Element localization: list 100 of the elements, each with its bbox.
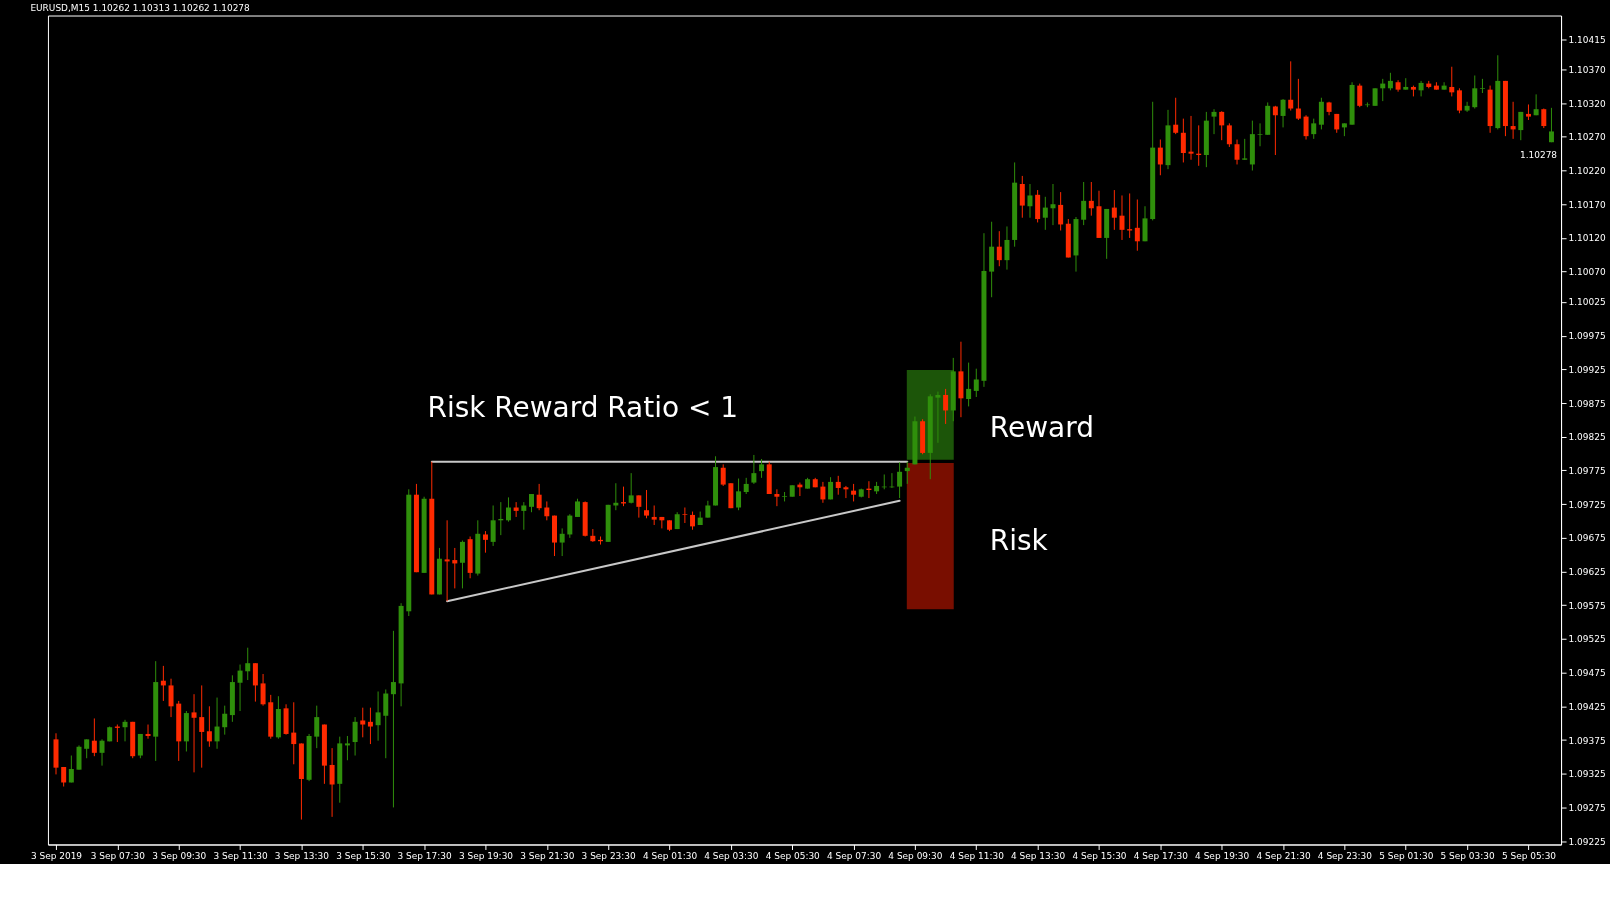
x-tick-label: 4 Sep 19:30 [1195,850,1250,861]
candlestick [1441,81,1447,91]
x-tick-label: 5 Sep 01:30 [1379,850,1434,861]
candlestick [1234,139,1240,165]
y-tick-label: 1.09275 [1568,802,1606,813]
candlestick [367,707,373,745]
y-tick-label: 1.09225 [1568,836,1606,847]
x-tick-label: 4 Sep 01:30 [642,850,698,861]
candlestick [1142,205,1148,242]
x-tick-label: 3 Sep 17:30 [397,850,452,861]
candlestick [575,498,580,518]
x-tick-label: 5 Sep 05:30 [1501,850,1557,861]
y-tick-label: 1.10370 [1568,64,1606,75]
candlestick [935,391,941,444]
candlestick [820,481,826,504]
candlestick [774,488,780,507]
candlestick [690,511,696,531]
candlestick [559,527,565,557]
candlestick [260,673,266,707]
candlestick [1173,97,1179,135]
x-tick-label: 3 Sep 2019 [30,850,83,861]
candlestick [482,530,488,554]
x-tick-label: 3 Sep 11:30 [213,850,268,861]
candlestick [237,664,243,712]
candlestick [720,463,726,487]
candlestick [1180,118,1186,163]
y-tick-label: 1.09875 [1568,398,1606,409]
candlestick [375,691,381,742]
x-tick-label: 4 Sep 09:30 [888,850,943,861]
x-tick-label: 4 Sep 23:30 [1317,850,1373,861]
candlestick [751,454,757,485]
candlestick [252,662,258,703]
candlestick [314,705,320,749]
candlestick [521,501,527,531]
y-tick-label: 1.09925 [1568,364,1606,375]
y-tick-label: 1.09775 [1568,465,1606,476]
x-tick-label: 3 Sep 15:30 [336,850,391,861]
candlestick [682,507,688,524]
y-tick-label: 1.10320 [1568,98,1606,109]
candlestick [1357,83,1363,108]
candlestick [1449,66,1455,97]
candlestick [1318,97,1324,130]
candlestick [651,504,657,526]
candlestick [1311,118,1317,140]
y-tick-label: 1.09575 [1568,600,1606,611]
candlestick [206,705,212,748]
candlestick [1111,189,1117,231]
candlestick [644,489,650,519]
x-tick-label: 4 Sep 21:30 [1256,850,1311,861]
candlestick [1479,78,1485,94]
candlestick [1004,225,1010,271]
candlestick [1464,101,1470,113]
candlestick [1280,98,1286,128]
candlestick [1288,60,1294,112]
candlestick [214,697,220,750]
candlestick [245,647,251,681]
candlestick [1472,75,1478,110]
y-tick-label: 1.10025 [1568,297,1606,308]
candlestick [1272,105,1278,156]
x-tick-label: 4 Sep 13:30 [1011,850,1066,861]
candlestick [996,230,1002,267]
candlestick [636,494,642,519]
candlestick [145,724,151,740]
y-tick-label: 1.10170 [1568,199,1606,210]
y-tick-label: 1.09475 [1568,668,1606,679]
x-tick-label: 4 Sep 07:30 [827,850,882,861]
x-tick-label: 3 Sep 19:30 [458,850,514,861]
candlestick [329,747,335,818]
candlestick [1257,122,1263,147]
x-tick-label: 4 Sep 17:30 [1133,850,1189,861]
y-tick-label: 1.10070 [1568,267,1606,278]
annotation: Risk [989,523,1049,557]
candlestick [191,693,197,773]
x-tick-label: 5 Sep 03:30 [1440,850,1495,861]
candlestick [736,478,742,511]
candlestick [1518,111,1524,141]
candlestick [91,717,97,757]
candlestick [168,678,174,718]
candlestick [1019,175,1025,219]
chart-title: EURUSD,M15 1.10262 1.10313 1.10262 1.10278 [30,2,251,13]
candlestick [835,475,841,496]
candlestick [1088,181,1094,217]
annotation: Reward [989,410,1094,444]
candlestick [1050,183,1056,226]
candlestick [505,496,511,523]
candlestick [966,362,972,407]
candlestick [536,483,542,511]
candlestick [199,684,205,769]
candlestick [1188,115,1194,161]
candlestick [1295,78,1301,121]
candlestick [1303,114,1309,141]
candlestick [360,707,366,738]
candlestick [1134,199,1140,252]
candlestick [84,738,90,759]
candlestick [222,705,228,736]
y-tick-label: 1.09375 [1568,735,1606,746]
x-tick-label: 3 Sep 23:30 [581,850,637,861]
candlestick [897,461,903,499]
candlestick [99,738,105,767]
candlestick [444,519,450,602]
